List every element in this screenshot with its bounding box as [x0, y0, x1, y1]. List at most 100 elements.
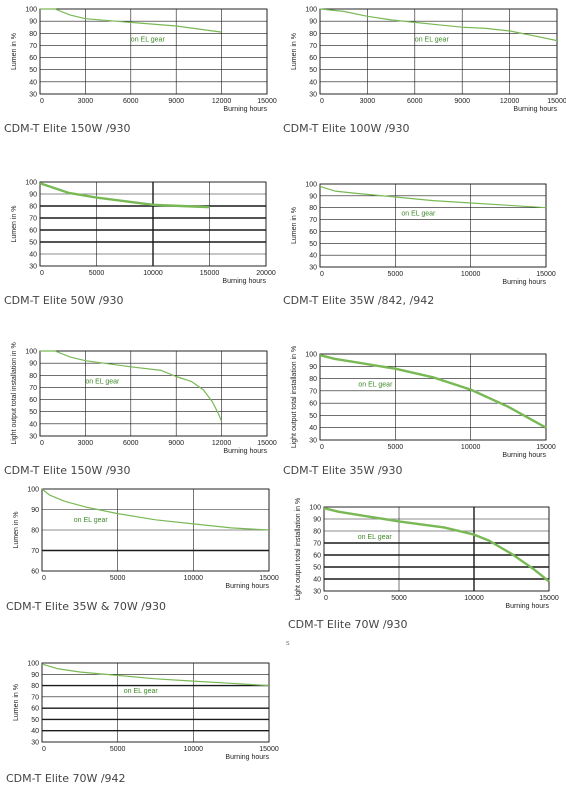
chart-2-svg: 30 40 50 60 70 80 90 100 0 3000 6000 9000 12000 15000…	[291, 7, 566, 114]
stray-mark: s	[286, 640, 290, 647]
x-tick-label: 15000	[200, 270, 220, 277]
y-tick-label: 90	[29, 361, 37, 368]
y-tick-label: 80	[29, 31, 37, 38]
chart-caption: CDM-T Elite 35W & 70W /930	[6, 600, 166, 613]
chart-panel-7: 60 70 80 90 100 0 5000 10000 15000 Burning hours L…	[0, 480, 285, 620]
y-tick-label: 100	[309, 505, 321, 512]
chart-panel-3: 30 40 50 60 70 80 90 100 0 5000 10000 15000 20000 Bur…	[0, 172, 285, 312]
chart-caption: CDM-T Elite 35W /842, /942	[283, 294, 435, 307]
x-axis-label: Burning hours	[502, 452, 546, 459]
x-tick-label: 0	[42, 575, 46, 582]
y-tick-label: 40	[29, 252, 37, 259]
x-axis-label: Burning hours	[225, 583, 269, 590]
y-tick-label: 30	[29, 92, 37, 99]
y-tick-label: 60	[31, 706, 39, 713]
y-tick-label: 70	[29, 43, 37, 50]
plot-frame	[319, 353, 547, 441]
x-tick-label: 0	[40, 270, 44, 277]
y-tick-label: 50	[313, 565, 321, 572]
y-tick-label: 80	[309, 205, 317, 212]
x-tick-label: 0	[324, 595, 328, 602]
y-tick-label: 90	[31, 507, 39, 514]
y-tick-label: 70	[313, 541, 321, 548]
x-tick-label: 5000	[391, 595, 407, 602]
x-tick-label: 9000	[454, 98, 470, 105]
series-label: on EL gear	[124, 688, 159, 695]
y-tick-label: 100	[27, 487, 39, 494]
y-tick-label: 40	[309, 253, 317, 260]
series-line	[319, 8, 558, 42]
x-tick-label: 10000	[461, 271, 481, 278]
chart-6-svg: 30 40 50 60 70 80 90 100 0 5000 10000 15000Burning …	[291, 346, 556, 459]
x-tick-label: 12000	[500, 98, 520, 105]
plot-frame	[39, 181, 267, 267]
series-line	[40, 8, 222, 33]
chart-caption: CDM-T Elite 70W /942	[6, 772, 126, 785]
series-line	[41, 663, 270, 687]
y-axis-label: Lumen in %	[291, 207, 298, 244]
series-label: on EL gear	[415, 36, 450, 43]
x-tick-label: 5000	[89, 270, 105, 277]
y-tick-label: 90	[309, 193, 317, 200]
chart-9-svg: 30 40 50 60 70 80 90 100 0 5000 10000 15000Burning …	[13, 661, 279, 762]
y-tick-label: 30	[309, 265, 317, 272]
y-tick-label: 80	[309, 376, 317, 383]
series-label: on EL gear	[131, 36, 166, 43]
x-tick-label: 12000	[212, 440, 232, 447]
plot-frame	[39, 350, 268, 437]
x-tick-label: 0	[40, 98, 44, 105]
y-tick-label: 60	[309, 229, 317, 236]
x-axis-label: Burning hours	[225, 754, 269, 761]
y-tick-label: 60	[29, 55, 37, 62]
y-tick-label: 50	[309, 241, 317, 248]
x-tick-label: 5000	[110, 746, 126, 753]
plot-frame	[323, 506, 550, 592]
y-tick-label: 90	[309, 364, 317, 371]
series-line	[41, 488, 270, 531]
x-tick-label: 15000	[257, 98, 277, 105]
x-tick-label: 9000	[168, 440, 184, 447]
y-tick-label: 50	[31, 717, 39, 724]
series-line	[323, 507, 550, 583]
chart-caption: CDM-T Elite 150W /930	[4, 464, 131, 477]
y-tick-label: 50	[309, 413, 317, 420]
y-tick-label: 30	[309, 438, 317, 445]
y-axis-label: Lumen in %	[13, 684, 20, 721]
x-axis-label: Burning hours	[502, 279, 546, 286]
x-tick-label: 10000	[461, 444, 481, 451]
chart-1-svg: 30 40 50 60 70 80 90 100 0 3000 6000 9000 12000 15000…	[11, 7, 277, 114]
series-line	[319, 354, 547, 429]
series-label: on EL gear	[74, 517, 109, 524]
x-tick-label: 9000	[168, 98, 184, 105]
y-tick-label: 30	[29, 264, 37, 271]
y-tick-label: 80	[31, 683, 39, 690]
y-tick-label: 40	[29, 421, 37, 428]
chart-8-svg: 30 40 50 60 70 80 90 100 0 5000 10000 15000Burning …	[295, 498, 559, 610]
y-axis-label: Lumen in %	[291, 33, 298, 70]
chart-caption: CDM-T Elite 35W /930	[283, 464, 403, 477]
chart-caption: CDM-T Elite 70W /930	[288, 618, 408, 631]
x-axis-label: Burning hours	[223, 448, 267, 455]
chart-caption: CDM-T Elite 150W /930	[4, 122, 131, 135]
y-axis-label: Lumen in %	[11, 33, 18, 70]
y-axis-label: Light output total installation in %	[11, 342, 18, 444]
y-tick-label: 90	[29, 19, 37, 26]
y-tick-label: 40	[313, 577, 321, 584]
x-tick-label: 6000	[123, 98, 139, 105]
y-tick-label: 70	[31, 548, 39, 555]
x-tick-label: 15000	[259, 746, 279, 753]
x-tick-label: 15000	[257, 440, 277, 447]
y-tick-label: 50	[29, 240, 37, 247]
chart-panel-2: 30 40 50 60 70 80 90 100 0 3000 6000 9000 12000 15000…	[283, 0, 566, 140]
y-tick-label: 70	[31, 694, 39, 701]
y-tick-label: 30	[31, 740, 39, 747]
y-tick-label: 90	[31, 672, 39, 679]
series-line	[39, 182, 210, 209]
x-tick-label: 0	[320, 98, 324, 105]
y-tick-label: 100	[305, 352, 317, 359]
y-tick-label: 100	[27, 661, 39, 668]
plot-frame	[39, 8, 268, 95]
chart-panel-4: 30 40 50 60 70 80 90 100 0 5000 10000 15000 Burning …	[283, 172, 566, 312]
series-line	[319, 185, 547, 209]
x-tick-label: 10000	[184, 575, 204, 582]
